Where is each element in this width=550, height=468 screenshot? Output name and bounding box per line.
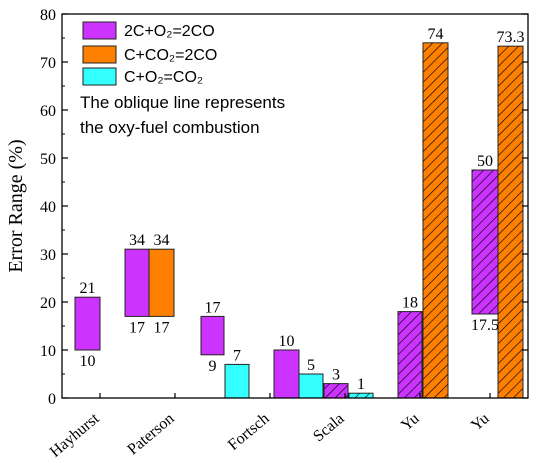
x-tick-label-yu: Yu [468,410,493,434]
y-axis-label: Error Range (%) [5,139,27,272]
bar-low-label: 17 [154,319,170,336]
legend: 2C+O₂=2CO C+CO₂=2CO C+O₂=CO₂ [82,21,217,86]
bar-high-label: 50 [477,153,493,170]
y-tick-label: 20 [40,295,56,312]
bar-paterson-2 [148,248,175,317]
bar-high-label: 74 [428,26,444,43]
bar-scala-8 [348,392,374,399]
y-tick-label: 0 [48,391,56,408]
bar-high-label: 1 [357,376,365,393]
legend-swatch [82,45,117,64]
bar-yu-10 [422,42,449,399]
legend-swatch [82,67,117,86]
bar-high-label: 73.3 [497,29,525,46]
bar-low-label: 9 [209,358,217,375]
legend-label: C+O₂=CO₂ [124,69,203,86]
bar-high-label: 17 [205,299,221,316]
bar-hayhurst-0 [74,296,101,351]
bar-high-label: 18 [402,295,418,312]
bar-high-label: 5 [307,357,315,374]
bar-high-label: 7 [233,347,241,364]
bar-high-label: 34 [154,232,170,249]
bar-yu-9 [397,311,423,399]
bar-fortsch-3 [200,315,225,356]
bar-low-label: 17.5 [471,317,499,334]
bar-high-label: 34 [129,232,145,249]
y-tick-label: 70 [40,55,56,72]
bar-high-label: 3 [332,367,340,384]
x-tick-label-yu: Yu [398,410,423,434]
annotation-line-1: The oblique line represents [80,93,285,112]
legend-label: 2C+O₂=2CO [124,23,215,40]
y-axis: 0 10 20 30 40 50 60 70 80 [40,7,528,408]
y-tick-label: 50 [40,151,56,168]
y-tick-label: 40 [40,199,56,216]
x-axis: Hayhurst Paterson Fortsch Scala Yu Yu [47,393,493,461]
bar-low-label: 10 [80,353,96,370]
bar-fortsch-5 [273,349,300,399]
bars-layer [74,42,524,399]
x-tick-label-scala: Scala [310,410,347,445]
bar-low-label: 17 [129,319,145,336]
y-tick-label: 30 [40,247,56,264]
x-tick-label-hayhurst: Hayhurst [47,410,103,461]
legend-swatch [82,21,117,40]
bar-fortsch-6 [298,373,324,399]
bar-fortsch-4 [224,363,250,399]
x-tick-label-fortsch: Fortsch [225,410,273,454]
value-labels-layer: 21 10 34 17 34 17 17 97 10 531 18 74 50 17.5 73.3 [80,26,525,393]
bar-high-label: 10 [279,333,295,350]
x-tick-label-paterson: Paterson [124,410,177,458]
bar-yu-11 [471,169,499,315]
y-tick-label: 10 [40,343,56,360]
annotation-line-2: the oxy-fuel combustion [80,118,260,137]
bar-yu-12 [497,45,524,399]
y-tick-label: 80 [40,7,56,24]
bar-high-label: 21 [80,280,96,297]
legend-label: C+CO₂=2CO [124,47,217,64]
bar-paterson-1 [124,248,150,317]
y-tick-label: 60 [40,103,56,120]
